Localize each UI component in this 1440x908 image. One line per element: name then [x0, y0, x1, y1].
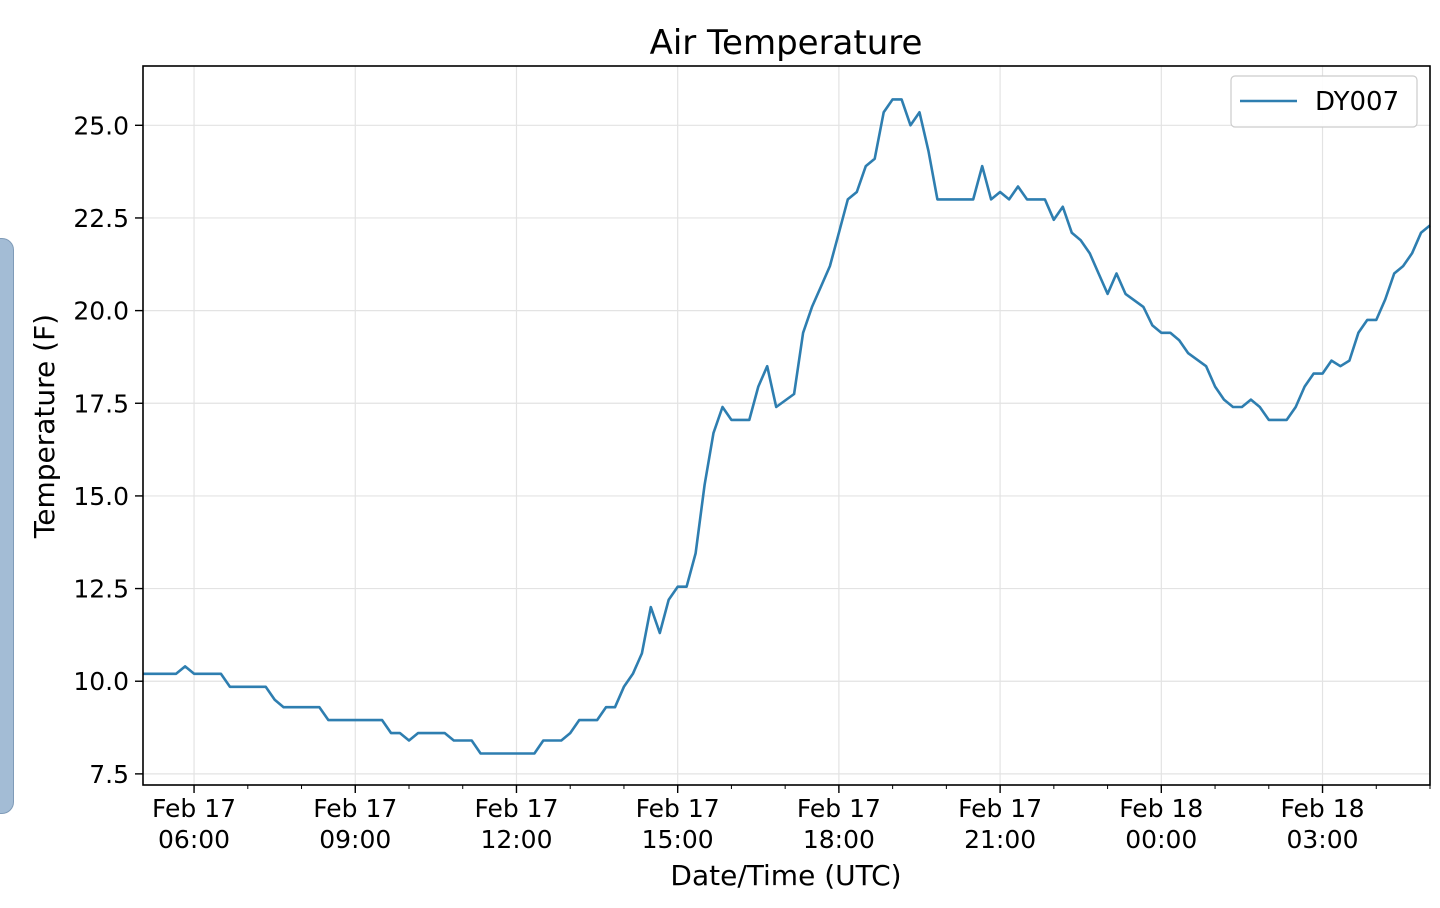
x-tick-label-time: 03:00	[1287, 825, 1359, 854]
y-tick-label: 7.5	[89, 760, 129, 789]
x-tick-label-time: 21:00	[964, 825, 1036, 854]
y-tick-label: 15.0	[73, 482, 129, 511]
y-tick-label: 17.5	[73, 389, 129, 418]
x-tick-label-date: Feb 17	[152, 794, 236, 823]
x-tick-label-date: Feb 17	[958, 794, 1042, 823]
y-tick-label: 12.5	[73, 575, 129, 604]
series-line-dy007	[143, 98, 1431, 755]
plot-area-frame	[142, 65, 1431, 786]
x-axis-minor-ticks	[193, 785, 1431, 789]
x-axis-title: Date/Time (UTC)	[670, 859, 901, 892]
x-tick-label-date: Feb 17	[797, 794, 881, 823]
x-tick-label-date: Feb 18	[1281, 794, 1365, 823]
y-tick-label: 25.0	[73, 111, 129, 140]
legend-box	[1230, 75, 1418, 128]
y-tick-label: 10.0	[73, 667, 129, 696]
x-tick-label-time: 00:00	[1125, 825, 1197, 854]
y-tick-label: 20.0	[73, 297, 129, 326]
y-axis: 7.5 10.0 12.5 15.0 17.5 20.0 22.5 25.0	[73, 111, 143, 789]
x-tick-label-date: Feb 17	[474, 794, 558, 823]
x-tick-label-date: Feb 18	[1119, 794, 1203, 823]
x-tick-label-time: 09:00	[319, 825, 391, 854]
x-tick-label-time: 15:00	[642, 825, 714, 854]
grid-lines	[143, 66, 1430, 785]
legend: DY007	[1230, 75, 1418, 128]
x-tick-label-date: Feb 17	[313, 794, 397, 823]
legend-label-dy007: DY007	[1315, 87, 1399, 117]
chart-title: Air Temperature	[650, 23, 923, 63]
y-axis-title: Temperature (F)	[28, 314, 61, 539]
x-tick-label-time: 12:00	[480, 825, 552, 854]
x-tick-label-date: Feb 17	[636, 794, 720, 823]
y-tick-label: 22.5	[73, 204, 129, 233]
x-tick-label-time: 18:00	[803, 825, 875, 854]
x-tick-label-time: 06:00	[158, 825, 230, 854]
